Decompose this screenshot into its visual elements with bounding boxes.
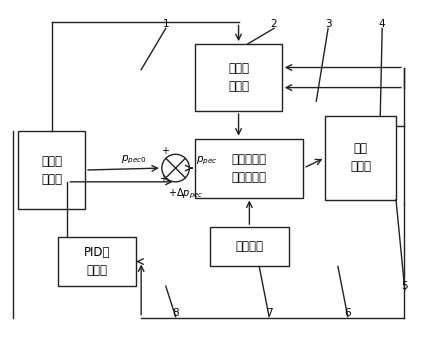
Text: +: + [159, 174, 167, 184]
Text: 8: 8 [172, 308, 179, 318]
Text: 4: 4 [379, 19, 385, 30]
Text: 实时负荷: 实时负荷 [235, 240, 263, 253]
Text: 2: 2 [271, 19, 277, 30]
Text: 1: 1 [162, 19, 169, 30]
Text: PID控
制单元: PID控 制单元 [84, 246, 110, 277]
Bar [195, 44, 282, 111]
Text: 7: 7 [266, 308, 272, 318]
Text: 转速操
作装置: 转速操 作装置 [41, 154, 62, 185]
Circle shape [162, 154, 190, 182]
Bar [58, 237, 136, 286]
Text: 3: 3 [325, 19, 332, 30]
Text: 预喷式数控
气动发动机: 预喷式数控 气动发动机 [232, 153, 267, 184]
Bar [210, 227, 289, 267]
Bar [195, 139, 304, 197]
Text: 曲轴
输出端: 曲轴 输出端 [350, 142, 371, 173]
Text: 前馈控
制单元: 前馈控 制单元 [228, 62, 249, 93]
Text: $p_{pec0}$: $p_{pec0}$ [121, 154, 147, 166]
Text: +: + [161, 146, 169, 156]
Text: $+\Delta p_{pec}$: $+\Delta p_{pec}$ [168, 186, 203, 201]
Bar [18, 131, 85, 209]
Text: 6: 6 [344, 308, 351, 318]
Bar [325, 116, 396, 200]
Text: 5: 5 [402, 281, 408, 291]
Text: $p_{pec}$: $p_{pec}$ [196, 155, 218, 168]
